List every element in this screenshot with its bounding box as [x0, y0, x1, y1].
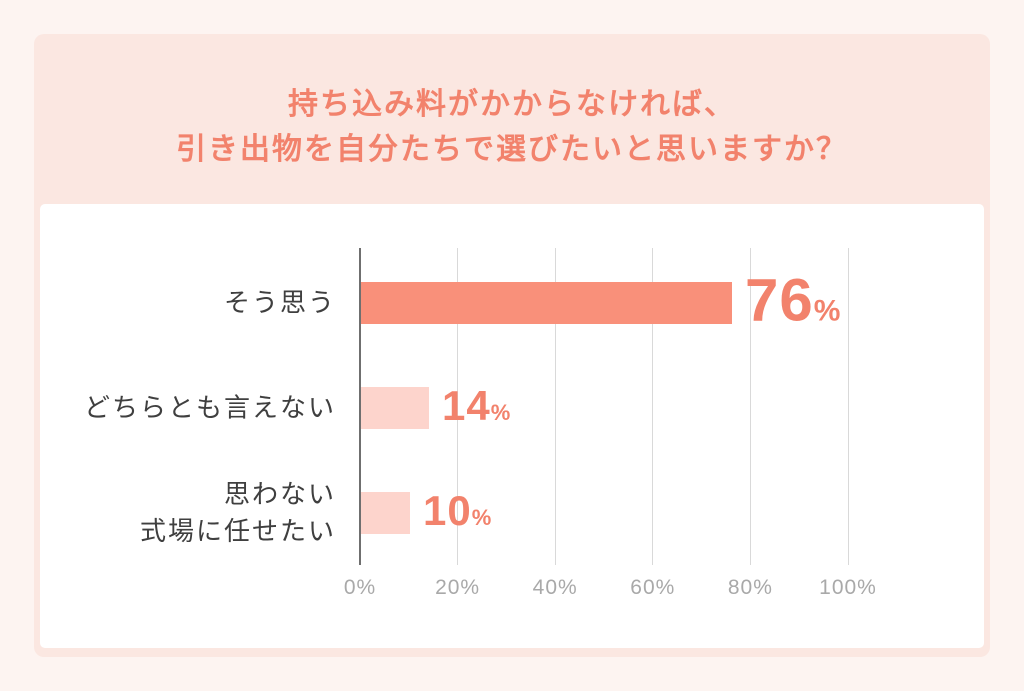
bar-value-unit: % — [490, 400, 511, 426]
bar-value-unit: % — [471, 505, 492, 531]
bar-value: 14% — [442, 382, 510, 430]
x-tick-label: 20% — [435, 576, 481, 599]
bar-value: 76% — [745, 266, 840, 335]
bar-value-number: 14 — [442, 382, 491, 430]
bar — [361, 492, 410, 534]
category-label: そう思う — [40, 285, 336, 322]
bar — [361, 387, 429, 429]
category-label-line: どちらとも言えない — [83, 392, 336, 423]
gridline — [457, 248, 459, 565]
category-label: どちらとも言えない — [40, 390, 336, 427]
bar-value-number: 10 — [423, 487, 472, 535]
x-tick-label: 0% — [343, 576, 377, 599]
bar-value: 10% — [423, 487, 491, 535]
gridline — [652, 248, 654, 565]
bar — [361, 282, 732, 324]
chart-plot: 0% 20% 40% 60% 80% 100% そう思う 76% どちらとも言えない 14% 思わな… — [40, 204, 984, 648]
category-label-line: 式場に任せたい — [139, 516, 336, 546]
gridline — [749, 248, 751, 565]
x-tick-label: 60% — [630, 576, 676, 599]
x-tick-label: 100% — [819, 576, 877, 599]
x-tick-label: 80% — [727, 576, 773, 599]
axis-line — [359, 248, 361, 565]
category-label: 思わない式場に任せたい — [40, 476, 336, 550]
survey-panel: 持ち込み料がかからなければ、 引き出物を自分たちで選びたいと思いますか？ 0% 2… — [34, 34, 990, 657]
survey-title-line-1: 持ち込み料がかからなければ、 — [288, 88, 736, 121]
bar-value-unit: % — [813, 294, 841, 328]
x-tick-label: 40% — [532, 576, 578, 599]
chart-card: 0% 20% 40% 60% 80% 100% そう思う 76% どちらとも言えない 14% 思わな… — [40, 204, 984, 648]
gridline — [847, 248, 849, 565]
category-label-line: そう思う — [223, 287, 336, 318]
survey-title: 持ち込み料がかからなければ、 引き出物を自分たちで選びたいと思いますか？ — [34, 82, 990, 172]
category-label-line: 思わない — [223, 479, 336, 509]
bar-value-number: 76 — [745, 266, 814, 334]
gridline — [554, 248, 556, 565]
survey-title-line-2: 引き出物を自分たちで選びたいと思いますか？ — [176, 133, 848, 166]
